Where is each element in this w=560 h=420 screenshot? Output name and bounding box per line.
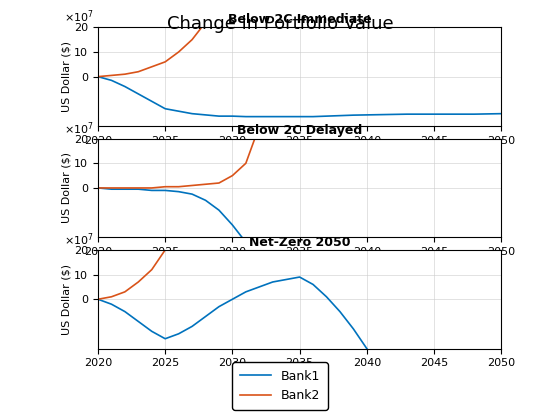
Text: $\times10^7$: $\times10^7$ — [64, 231, 94, 248]
Legend: Bank1, Bank2: Bank1, Bank2 — [232, 362, 328, 410]
X-axis label: Year: Year — [288, 371, 311, 381]
Title: Below 2C Immediate: Below 2C Immediate — [228, 13, 371, 26]
Y-axis label: US Dollar ($): US Dollar ($) — [62, 264, 71, 335]
X-axis label: Year: Year — [288, 149, 311, 158]
Text: $\times10^7$: $\times10^7$ — [64, 9, 94, 25]
X-axis label: Year: Year — [288, 260, 311, 270]
Title: Net-Zero 2050: Net-Zero 2050 — [249, 236, 351, 249]
Y-axis label: US Dollar ($): US Dollar ($) — [62, 41, 71, 112]
Text: Change in Portfolio Value: Change in Portfolio Value — [167, 15, 393, 33]
Text: $\times10^7$: $\times10^7$ — [64, 120, 94, 136]
Title: Below 2C Delayed: Below 2C Delayed — [237, 124, 362, 137]
Y-axis label: US Dollar ($): US Dollar ($) — [62, 152, 71, 223]
